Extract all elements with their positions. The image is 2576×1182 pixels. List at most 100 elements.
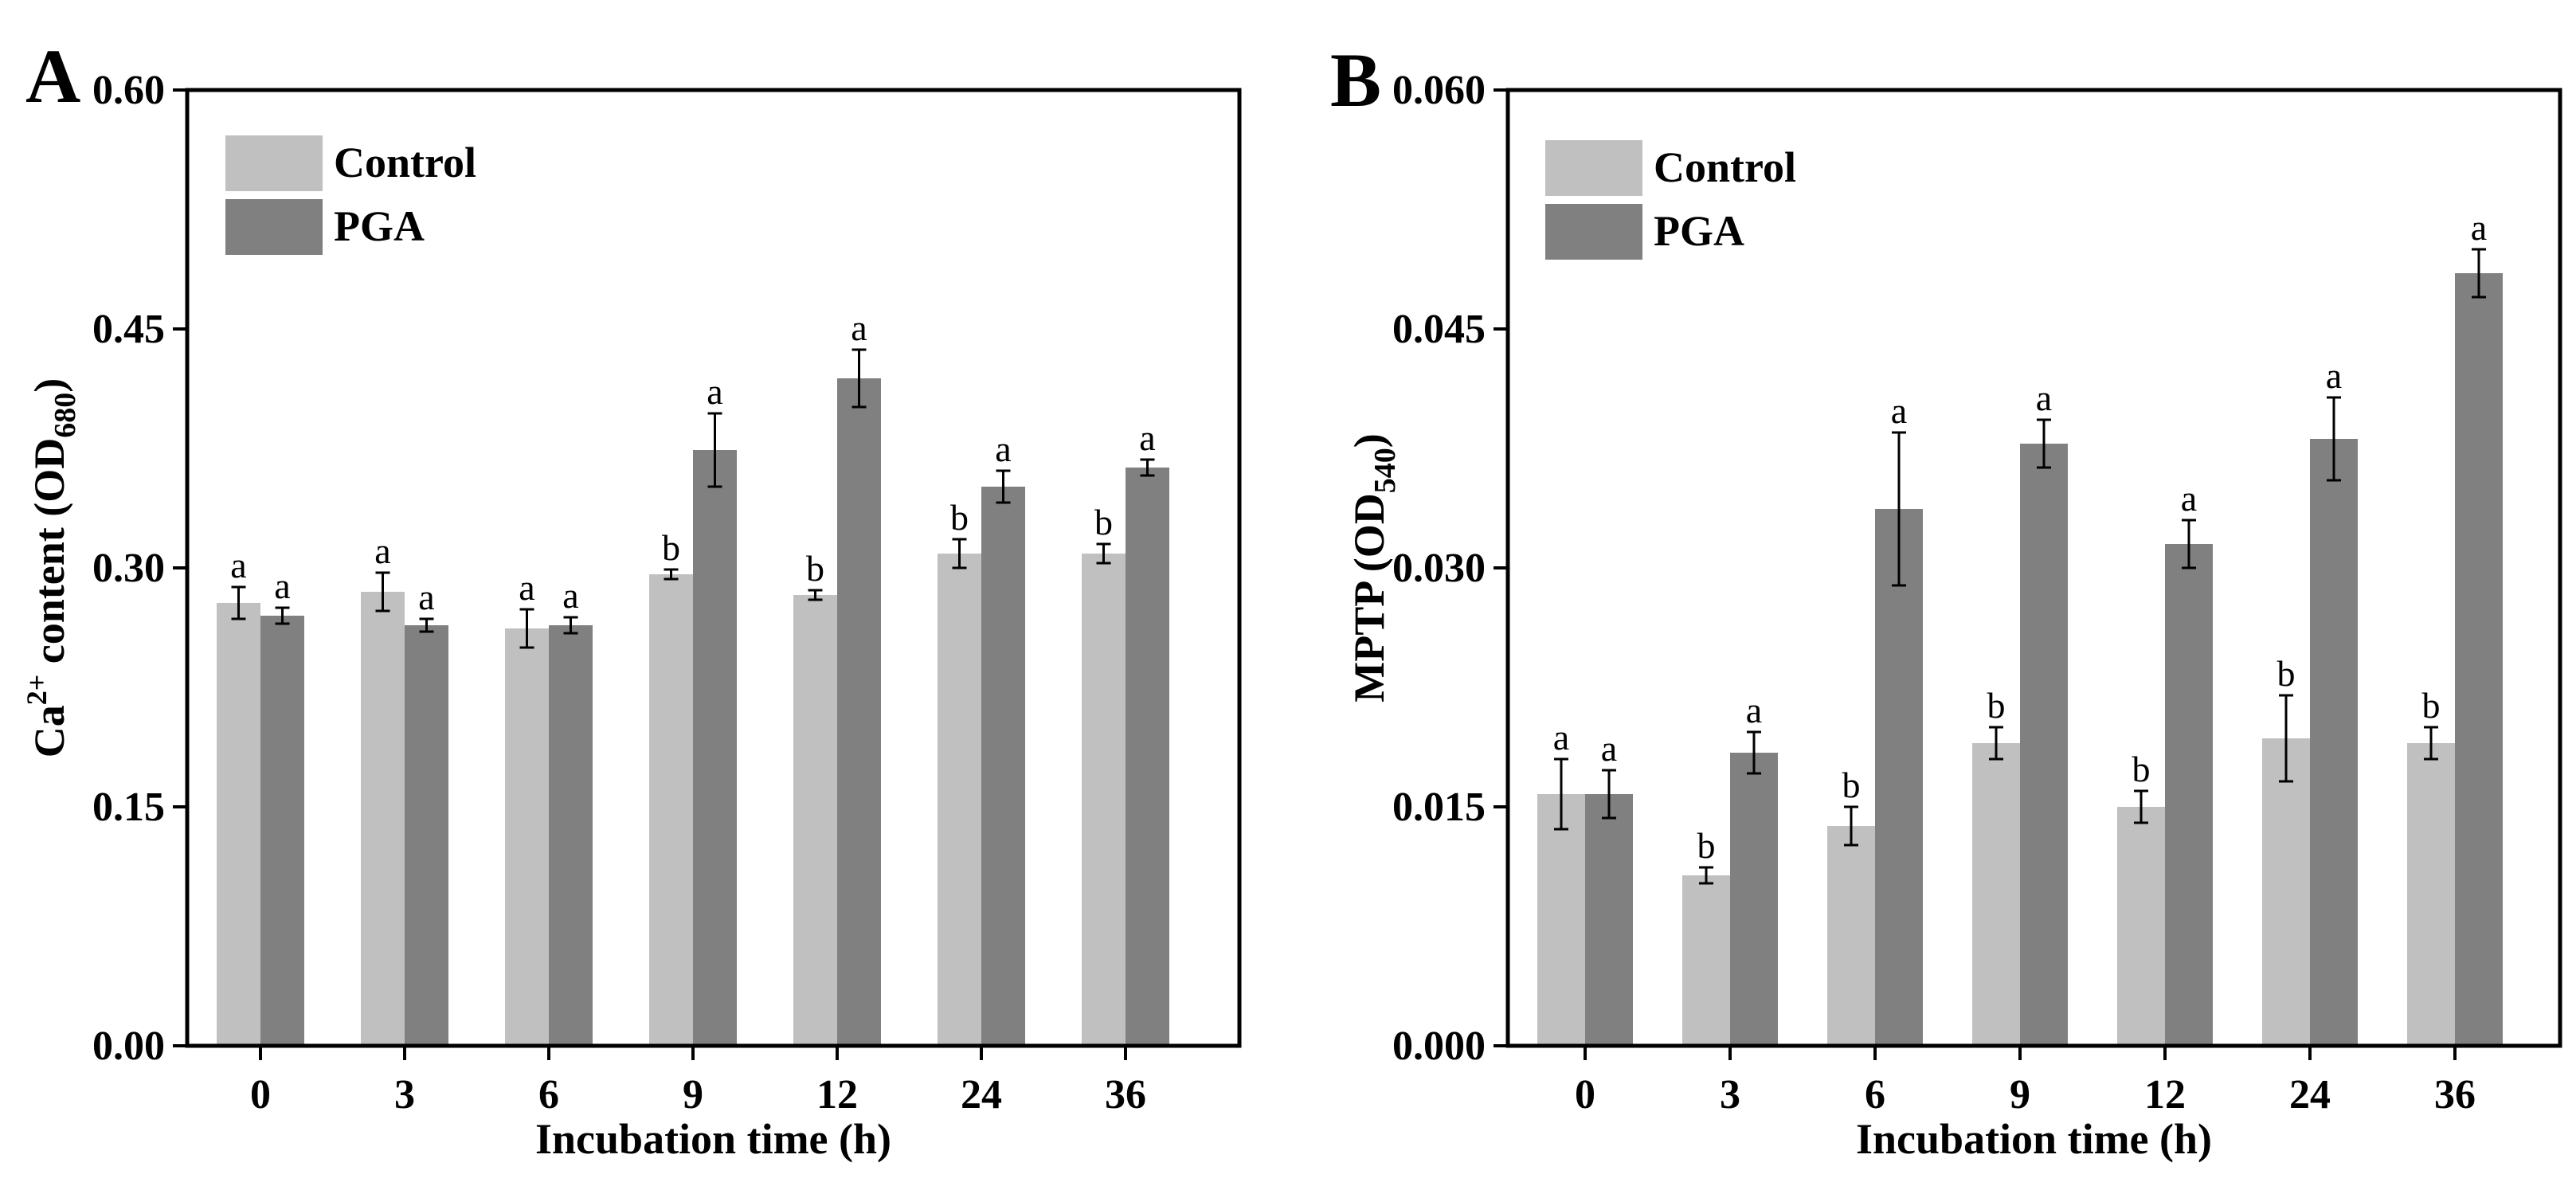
panel-a-significance-letter: b [806, 548, 824, 589]
panel-a-bar-control-6 [505, 628, 549, 1046]
panel-a-letter: A [25, 33, 80, 119]
panel-a-significance-letter: a [995, 429, 1011, 469]
panel-b-error-bar-pga-24 [2327, 396, 2341, 482]
panel-a-y-tick-label: 0.00 [92, 1023, 165, 1069]
panel-a-error-bar-pga-0 [275, 606, 290, 625]
panel-b-bar-pga-3 [1730, 753, 1778, 1046]
panel-b-error-bar-pga-3 [1747, 730, 1761, 775]
panel-b-x-axis-title: Incubation time (h) [1856, 1115, 2212, 1163]
panel-a-x-tick-label: 24 [961, 1072, 1002, 1117]
panel-b-legend-swatch-control [1545, 140, 1642, 196]
panel-a-y-tick-label: 0.45 [92, 307, 165, 352]
panel-b-significance-letter: b [1842, 765, 1861, 805]
panel-b-error-bar-pga-9 [2037, 418, 2051, 469]
panel-b-significance-letter: b [2132, 749, 2151, 789]
panel-b-error-bar-control-12 [2134, 789, 2148, 824]
panel-b-letter: B [1330, 37, 1381, 123]
panel-b-legend-swatch-pga [1545, 204, 1642, 260]
panel-a-bar-control-36 [1082, 554, 1126, 1046]
panel-b-error-bar-pga-0 [1602, 769, 1616, 820]
panel-b-y-tick-label: 0.030 [1392, 546, 1486, 591]
panel-b-significance-letter: a [1553, 717, 1569, 757]
panel-a-x-axis-title: Incubation time (h) [535, 1115, 891, 1163]
panel-b-bar-pga-36 [2455, 273, 2503, 1046]
panel-a-x-tick-label: 12 [816, 1072, 858, 1117]
panel-a-x-tick-label: 36 [1105, 1072, 1146, 1117]
panel-b-significance-letter: b [2277, 653, 2296, 694]
panel-b-error-bar-control-3 [1699, 866, 1713, 885]
panel-b-bar-control-0 [1537, 794, 1585, 1046]
panel-a-significance-letter: a [230, 545, 246, 585]
panel-a-error-bar-control-9 [664, 568, 679, 581]
panel-b-legend-label-control: Control [1654, 143, 1796, 191]
panel-b-significance-letter: a [2471, 207, 2487, 248]
panel-a-legend-label-pga: PGA [334, 202, 425, 250]
panel-a-error-bar-control-0 [231, 585, 246, 620]
panel-b-bar-pga-12 [2165, 544, 2213, 1046]
panel-a-legend-swatch-pga [225, 199, 323, 255]
panel-a-error-bar-control-12 [808, 589, 823, 601]
panel-a-bar-pga-9 [693, 450, 737, 1046]
panel-a-legend-swatch-control [225, 135, 323, 191]
panel-a-error-bar-control-24 [952, 538, 967, 569]
panel-a-bar-control-9 [649, 574, 693, 1046]
panel-b-bar-pga-9 [2020, 444, 2068, 1046]
panel-b-bar-control-24 [2262, 738, 2310, 1046]
panel-b-x-tick-label: 24 [2289, 1072, 2331, 1117]
panel-b-x-tick-label: 9 [2010, 1072, 2030, 1117]
panel-b-error-bar-control-24 [2279, 694, 2293, 783]
panel-a-significance-letter: b [662, 527, 680, 568]
panel-a-significance-letter: a [519, 567, 534, 608]
panel-b-bar-pga-6 [1875, 509, 1923, 1046]
panel-b-bar-pga-0 [1585, 794, 1633, 1046]
panel-b-significance-letter: b [1697, 825, 1716, 866]
panel-a-x-tick-label: 0 [250, 1072, 271, 1117]
panel-a-y-axis-title: Ca2+ content (OD680) [21, 378, 82, 757]
panel-b-significance-letter: a [1601, 728, 1617, 769]
panel-a-significance-letter: b [1094, 502, 1113, 542]
panel-b-error-bar-pga-12 [2182, 519, 2196, 569]
panel-a-significance-letter: a [418, 577, 434, 617]
panel-b-y-tick-label: 0.015 [1392, 785, 1486, 830]
panel-b-error-bar-control-0 [1554, 757, 1568, 831]
panel-a-error-bar-pga-12 [851, 348, 867, 409]
panel-b-error-bar-pga-36 [2472, 248, 2486, 299]
panel-b-y-tick-label: 0.000 [1392, 1023, 1486, 1069]
panel-b-y-tick-label: 0.045 [1392, 307, 1486, 352]
panel-a-bar-control-3 [361, 592, 405, 1046]
panel-a-legend-label-control: Control [334, 139, 476, 186]
panel-a-significance-letter: b [950, 497, 969, 538]
panel-a-x-tick-label: 9 [683, 1072, 703, 1117]
panel-b-bar-control-3 [1682, 875, 1730, 1046]
panel-a-bar-pga-36 [1126, 468, 1169, 1046]
panel-a-error-bar-control-36 [1096, 542, 1111, 565]
panel-a-bar-control-12 [793, 595, 837, 1046]
panel-b-x-tick-label: 0 [1575, 1072, 1595, 1117]
panel-a-significance-letter: a [374, 530, 390, 571]
panel-b-significance-letter: a [2326, 355, 2342, 396]
panel-b-error-bar-control-6 [1844, 805, 1858, 847]
panel-a-error-bar-control-3 [375, 571, 390, 613]
panel-a-bar-pga-12 [837, 378, 881, 1046]
panel-a-x-tick-label: 6 [538, 1072, 559, 1117]
panel-a-bar-pga-3 [405, 625, 448, 1046]
panel-a-error-bar-control-6 [519, 608, 534, 649]
panel-b-significance-letter: b [2422, 685, 2441, 726]
panel-a-y-tick-label: 0.30 [92, 546, 165, 591]
panel-b-significance-letter: a [2036, 378, 2052, 418]
panel-b-significance-letter: b [1987, 685, 2006, 726]
panel-a-error-bar-pga-3 [419, 617, 434, 633]
panel-a-y-tick-label: 0.15 [92, 785, 165, 830]
panel-b-legend-label-pga: PGA [1654, 207, 1744, 255]
panel-b-x-tick-label: 6 [1865, 1072, 1885, 1117]
panel-a-error-bar-pga-9 [707, 412, 722, 488]
panel-b-y-axis-title: MPTP (OD540) [1345, 433, 1402, 702]
panel-b-error-bar-pga-6 [1892, 431, 1906, 587]
panel-b-significance-letter: a [2181, 478, 2197, 519]
panel-a-significance-letter: a [1139, 417, 1155, 458]
panel-b-significance-letter: a [1891, 390, 1907, 431]
panel-a-bar-control-0 [217, 603, 260, 1046]
panel-a-significance-letter: a [851, 307, 867, 348]
